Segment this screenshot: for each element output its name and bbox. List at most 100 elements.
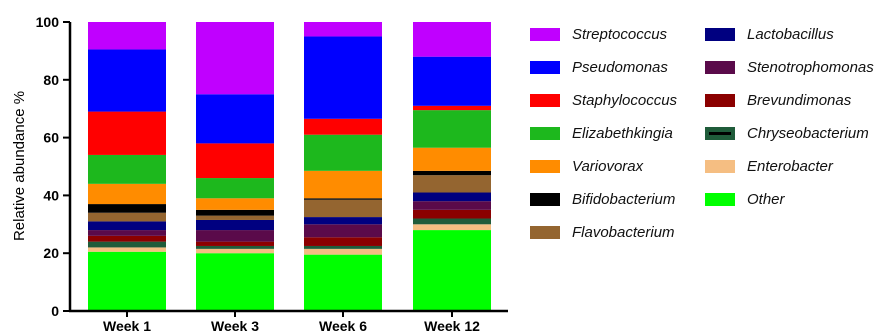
legend-swatch-brevundimonas	[705, 93, 735, 107]
bar-segment-week-1-other	[88, 251, 166, 311]
bar-segment-week-12-brevundimonas	[413, 209, 491, 219]
legend-label-other: Other	[747, 190, 785, 208]
bar-segment-week-1-bifidobacterium	[88, 204, 166, 213]
bar-segment-week-12-variovorax	[413, 147, 491, 171]
bar-segment-week-6-pseudomonas	[304, 36, 382, 119]
bar-segment-week-3-enterobacter	[196, 248, 274, 254]
legend-label-brevundimonas: Brevundimonas	[747, 91, 852, 109]
legend-label-variovorax: Variovorax	[572, 157, 644, 175]
legend-label-chryseobacterium: Chryseobacterium	[747, 124, 869, 142]
bar-segment-week-6-lactobacillus	[304, 217, 382, 225]
legend-swatch-bifidobacterium	[530, 192, 560, 206]
bar-segment-week-3-pseudomonas	[196, 94, 274, 144]
bar-segment-week-3-brevundimonas	[196, 241, 274, 246]
legend-label-staphylococcus: Staphylococcus	[572, 91, 678, 109]
legend-swatch-staphylococcus	[530, 93, 560, 107]
legend-item-bifidobacterium: Bifidobacterium	[530, 189, 675, 209]
legend-swatch-elizabethkingia	[530, 126, 560, 140]
legend-item-streptococcus: Streptococcus	[530, 24, 667, 44]
y-tick-label-60: 60	[43, 130, 59, 146]
bar-segment-week-6-enterobacter	[304, 248, 382, 255]
bar-segment-week-1-variovorax	[88, 183, 166, 205]
bar-segment-week-1-pseudomonas	[88, 49, 166, 112]
bar-segment-week-6-brevundimonas	[304, 237, 382, 246]
bar-segment-week-1-elizabethkingia	[88, 154, 166, 184]
bar-segment-week-6-stenotrophomonas	[304, 224, 382, 238]
legend-swatch-streptococcus	[530, 27, 560, 41]
bar-segment-week-6-bifidobacterium	[304, 198, 382, 200]
bar-segment-week-1-brevundimonas	[88, 235, 166, 242]
legend-swatch-stenotrophomonas	[705, 60, 735, 74]
bar-segment-week-3-variovorax	[196, 198, 274, 210]
y-tick-label-100: 100	[36, 14, 60, 30]
bar-segment-week-6-chryseobacterium	[304, 245, 382, 249]
legend-label-bifidobacterium: Bifidobacterium	[572, 190, 676, 208]
bar-segment-week-1-streptococcus	[88, 22, 166, 50]
x-category-label-week-1: Week 1	[103, 318, 151, 334]
legend-label-elizabethkingia: Elizabethkingia	[572, 124, 673, 142]
axes-group: 0 20 40 60 80 100 Week 1 Week 3 Week 6 Week 12	[36, 14, 508, 334]
bar-segment-week-1-stenotrophomonas	[88, 230, 166, 236]
bar-segment-week-1-enterobacter	[88, 247, 166, 252]
legend-label-stenotrophomonas: Stenotrophomonas	[747, 58, 874, 76]
y-tick-label-40: 40	[43, 187, 59, 203]
legend-item-stenotrophomonas: Stenotrophomonas	[705, 57, 874, 77]
bar-segment-week-6-elizabethkingia	[304, 134, 382, 171]
bar-segment-week-3-staphylococcus	[196, 143, 274, 179]
legend-item-enterobacter: Enterobacter	[705, 156, 833, 176]
legend-item-elizabethkingia: Elizabethkingia	[530, 123, 673, 143]
bar-segment-week-12-bifidobacterium	[413, 170, 491, 176]
legend-item-chryseobacterium: Chryseobacterium	[705, 123, 869, 143]
legend-item-lactobacillus: Lactobacillus	[705, 24, 834, 44]
bar-segment-week-1-chryseobacterium	[88, 241, 166, 248]
x-category-label-week-3: Week 3	[211, 318, 259, 334]
bar-segment-week-3-lactobacillus	[196, 219, 274, 231]
y-tick-label-20: 20	[43, 245, 59, 261]
bar-segment-week-3-elizabethkingia	[196, 178, 274, 199]
bar-segment-week-12-stenotrophomonas	[413, 201, 491, 210]
legend-label-enterobacter: Enterobacter	[747, 157, 833, 175]
bar-segment-week-12-elizabethkingia	[413, 110, 491, 148]
bar-segment-week-12-enterobacter	[413, 224, 491, 231]
legend-swatch-marker	[709, 131, 731, 135]
y-tick-label-0: 0	[51, 303, 59, 319]
legend-label-pseudomonas: Pseudomonas	[572, 58, 668, 76]
legend-swatch-enterobacter	[705, 159, 735, 173]
bar-segment-week-1-flavobacterium	[88, 212, 166, 222]
legend-swatch-other	[705, 192, 735, 206]
x-category-label-week-12: Week 12	[424, 318, 480, 334]
legend-label-streptococcus: Streptococcus	[572, 25, 668, 43]
bar-segment-week-3-flavobacterium	[196, 215, 274, 220]
legend-swatch-variovorax	[530, 159, 560, 173]
bar-segment-week-6-streptococcus	[304, 22, 382, 37]
bar-segment-week-3-chryseobacterium	[196, 245, 274, 249]
legend-item-flavobacterium: Flavobacterium	[530, 222, 675, 242]
bar-segment-week-12-streptococcus	[413, 22, 491, 57]
legend-swatch-chryseobacterium	[705, 126, 735, 140]
legend-item-pseudomonas: Pseudomonas	[530, 57, 668, 77]
bar-segment-week-1-staphylococcus	[88, 111, 166, 155]
legend-item-variovorax: Variovorax	[530, 156, 643, 176]
legend: Streptococcus Pseudomonas Staphylococcus El…	[530, 24, 875, 254]
bar-segment-week-3-streptococcus	[196, 22, 274, 95]
legend-swatch-flavobacterium	[530, 225, 560, 239]
legend-label-lactobacillus: Lactobacillus	[747, 25, 834, 43]
bar-segment-week-6-flavobacterium	[304, 199, 382, 218]
legend-label-flavobacterium: Flavobacterium	[572, 223, 675, 241]
y-axis-title: Relative abundance %	[11, 91, 28, 241]
bar-segment-week-3-other	[196, 253, 274, 311]
y-tick-label-80: 80	[43, 72, 59, 88]
bar-segment-week-12-lactobacillus	[413, 192, 491, 202]
legend-swatch-pseudomonas	[530, 60, 560, 74]
legend-item-brevundimonas: Brevundimonas	[705, 90, 851, 110]
bar-segment-week-6-other	[304, 254, 382, 311]
bar-segment-week-12-flavobacterium	[413, 175, 491, 193]
bar-segment-week-12-pseudomonas	[413, 56, 491, 106]
bar-segment-week-3-stenotrophomonas	[196, 230, 274, 242]
bar-segment-week-6-variovorax	[304, 170, 382, 199]
bars-group	[88, 22, 491, 311]
bar-segment-week-12-staphylococcus	[413, 105, 491, 111]
bar-segment-week-3-bifidobacterium	[196, 209, 274, 216]
bar-segment-week-1-lactobacillus	[88, 221, 166, 231]
